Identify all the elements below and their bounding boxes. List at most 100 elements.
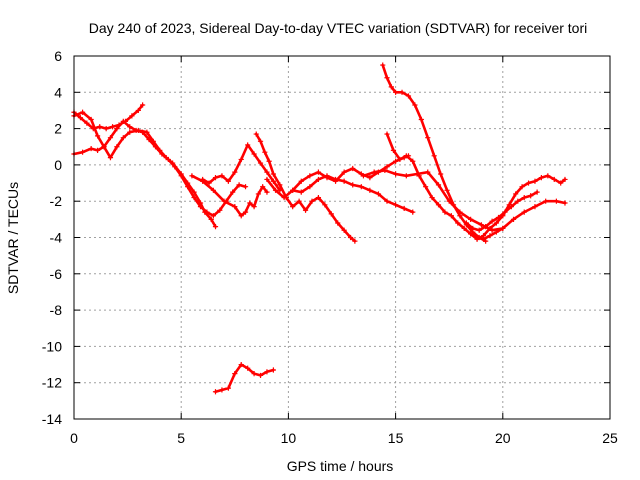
data-point (483, 224, 489, 230)
data-point (120, 118, 126, 124)
data-point (290, 204, 296, 210)
data-point (225, 178, 231, 184)
data-point (487, 233, 493, 239)
series-trace-11 (360, 167, 568, 233)
data-point (510, 216, 517, 222)
series-trace (190, 174, 269, 217)
data-point (493, 220, 499, 226)
series-trace (469, 174, 567, 241)
y-tick-label: -14 (42, 411, 62, 427)
series-trace-5 (189, 173, 270, 219)
data-point (358, 184, 364, 190)
data-point (197, 204, 204, 210)
data-point (480, 233, 487, 239)
data-point (384, 164, 390, 170)
data-point (478, 222, 484, 228)
data-point (431, 153, 437, 159)
data-point (189, 173, 195, 179)
data-point (328, 211, 334, 217)
data-point (390, 147, 397, 153)
data-point (393, 202, 399, 208)
data-point (435, 182, 442, 188)
data-point (208, 216, 214, 222)
data-point (133, 127, 139, 134)
data-point (232, 169, 238, 175)
data-point (245, 142, 251, 148)
x-tick-label: 15 (388, 430, 404, 446)
data-point (562, 176, 568, 183)
data-point (94, 147, 101, 153)
data-point (347, 234, 354, 241)
data-point (525, 180, 532, 186)
series-trace (254, 132, 357, 243)
data-point (315, 176, 322, 183)
data-point (88, 116, 94, 123)
data-point (238, 213, 244, 219)
data-point (558, 180, 564, 186)
data-point (107, 155, 114, 161)
data-point (212, 389, 219, 395)
data-point (455, 220, 461, 226)
data-point (515, 198, 521, 204)
data-point (114, 144, 120, 150)
data-point (384, 75, 390, 81)
data-point (206, 180, 212, 186)
data-point (352, 238, 358, 244)
data-point (429, 194, 435, 201)
data-point (79, 149, 86, 155)
x-tick-label: 25 (602, 430, 618, 446)
data-point (384, 198, 390, 204)
data-point (393, 89, 399, 95)
data-point (403, 173, 409, 179)
data-point (528, 193, 534, 199)
data-point (350, 182, 356, 188)
data-point (495, 214, 502, 221)
x-axis-label: GPS time / hours (287, 458, 394, 474)
data-point (384, 131, 390, 137)
data-point (127, 124, 133, 130)
data-point (332, 176, 339, 183)
data-point (204, 209, 210, 215)
series-trace (381, 63, 487, 243)
y-tick-label: -12 (42, 375, 62, 391)
data-point (120, 135, 126, 141)
data-point (238, 361, 244, 368)
data-point (489, 218, 495, 224)
data-point (521, 209, 527, 215)
data-point (442, 209, 448, 215)
data-point (551, 176, 557, 183)
data-point (88, 145, 94, 152)
data-point (350, 165, 356, 172)
series-layer (71, 62, 568, 395)
data-point (242, 209, 249, 215)
data-point (410, 209, 416, 215)
data-point (257, 138, 264, 144)
data-point (247, 200, 253, 206)
data-point (114, 126, 120, 132)
data-point (264, 369, 270, 375)
data-point (251, 204, 257, 210)
data-point (257, 160, 264, 166)
data-point (159, 151, 165, 157)
series-trace (214, 363, 275, 394)
y-tick-label: -8 (50, 302, 63, 318)
data-point (210, 213, 216, 219)
data-point (309, 198, 315, 204)
data-point (405, 93, 412, 99)
series-trace-6 (253, 131, 358, 244)
data-point (101, 144, 107, 150)
series-trace (72, 111, 217, 228)
data-point (322, 202, 328, 208)
plot-frame (73, 55, 611, 420)
y-tick-label: -2 (50, 193, 63, 209)
data-point (461, 225, 467, 232)
data-point (553, 198, 559, 204)
data-point (341, 178, 347, 184)
data-point (532, 178, 538, 184)
data-point (532, 204, 538, 210)
data-point (470, 225, 476, 232)
data-point (253, 131, 259, 137)
data-point (302, 207, 309, 213)
data-point (513, 191, 519, 197)
data-point (298, 189, 304, 195)
